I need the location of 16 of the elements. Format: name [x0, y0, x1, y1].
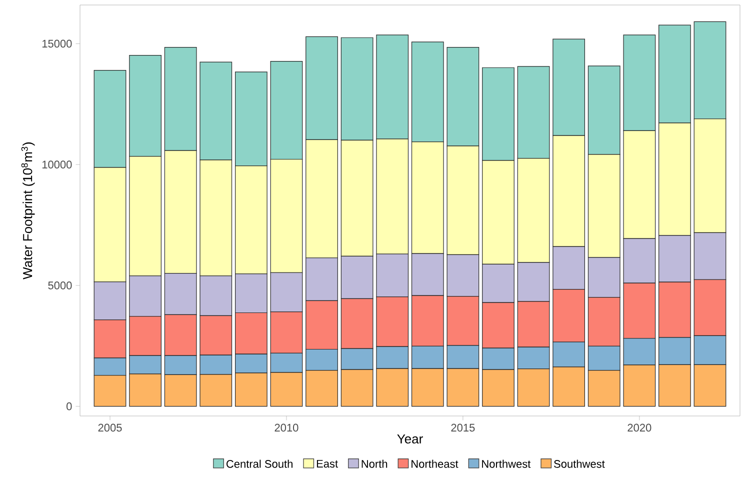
- legend-label: Northwest: [482, 460, 531, 468]
- legend-label: Central South: [226, 460, 292, 468]
- legend-label: East: [316, 460, 338, 468]
- x-tick-label: 2020: [628, 424, 652, 432]
- y-tick-label: 0: [66, 402, 72, 410]
- legend-label: North: [362, 460, 388, 468]
- x-axis-title: Year: [397, 434, 423, 444]
- x-tick-label: 2010: [274, 424, 298, 432]
- y-tick-label: 15000: [42, 40, 72, 48]
- y-tick-label: 5000: [48, 282, 72, 290]
- y-axis-title: Water Footprint (10$^{8}$m$^{3}$): [21, 142, 35, 280]
- legend-label: Southwest: [554, 460, 605, 468]
- y-tick-label: 10000: [42, 160, 72, 168]
- x-tick-label: 2015: [451, 424, 475, 432]
- x-tick-label: 2005: [98, 424, 122, 432]
- legend-label: Northeast: [412, 460, 458, 468]
